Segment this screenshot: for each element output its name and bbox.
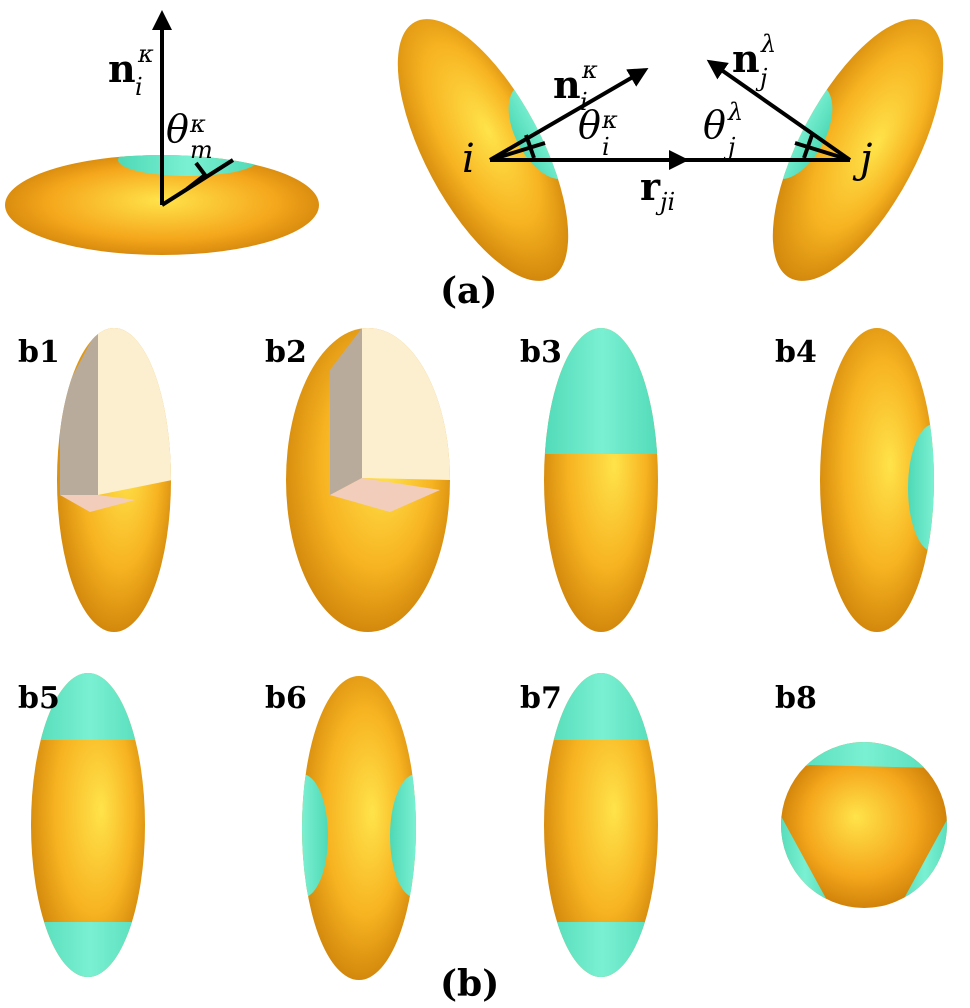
thetaj-label: θ — [703, 103, 726, 147]
cone-line-i — [489, 141, 546, 162]
angle-mark-i — [524, 134, 536, 159]
i-label: i — [462, 136, 475, 182]
r-label: r — [640, 164, 661, 209]
ellipsoid-b6 — [302, 676, 416, 980]
nj-arrow — [706, 59, 852, 162]
thetai-sup: κ — [601, 106, 618, 134]
thetai-sub: i — [602, 133, 610, 161]
n-sup-a-left: κ — [137, 40, 154, 68]
label-b6: b6 — [265, 681, 307, 716]
theta-sub-a-left: m — [190, 136, 213, 164]
theta-label-a-left: θ — [166, 107, 189, 151]
cut-face-light-b1 — [98, 328, 171, 495]
n-vector-label-a-left: n — [108, 46, 136, 91]
label-b2: b2 — [265, 335, 307, 370]
label-b4: b4 — [775, 335, 817, 370]
ni-sup: κ — [581, 56, 598, 84]
label-b3: b3 — [520, 335, 562, 370]
thetaj-sup: λ — [727, 98, 743, 126]
label-b8: b8 — [775, 681, 817, 716]
patch-left-b6 — [302, 774, 328, 898]
angle-mark-j — [802, 134, 814, 159]
ellipsoid-i — [397, 19, 579, 281]
r-sub: ji — [655, 188, 675, 216]
theta-sup-a-left: κ — [189, 110, 206, 138]
cut-face-grey-b1 — [60, 328, 98, 495]
panel-b-label: (b) — [440, 963, 499, 1005]
ellipsoid-b4 — [820, 328, 934, 632]
cut-face-grey-b2 — [330, 328, 362, 495]
cone-line-j — [794, 141, 851, 162]
label-b5: b5 — [18, 681, 60, 716]
ni-sub: i — [580, 88, 588, 116]
cut-face-pink-b1 — [60, 495, 135, 512]
patch-bottom-b7 — [544, 922, 658, 977]
patch-right-b6 — [390, 774, 416, 898]
ni-arrow — [488, 67, 649, 162]
ellipsoid-b1 — [57, 328, 171, 632]
ellipsoid-b3 — [544, 328, 658, 632]
cut-face-pink-b2 — [330, 478, 440, 512]
ellipsoid-b2 — [286, 328, 450, 632]
n-sub-a-left: i — [135, 73, 143, 101]
thetai-label: θ — [578, 103, 601, 147]
cut-face-light-b2 — [362, 328, 450, 480]
ni-label: n — [553, 62, 581, 107]
nj-label: n — [732, 36, 760, 81]
nj-sup: λ — [760, 30, 776, 58]
patch-bottom-b5 — [31, 922, 145, 977]
sphere-b8 — [781, 742, 947, 908]
angle-mark-a-left — [185, 161, 208, 191]
panel-a-label: (a) — [440, 270, 497, 312]
label-b7: b7 — [520, 681, 562, 716]
patch-top-b8 — [781, 742, 947, 772]
patch-side-b4 — [908, 424, 934, 552]
label-b1: b1 — [18, 335, 60, 370]
